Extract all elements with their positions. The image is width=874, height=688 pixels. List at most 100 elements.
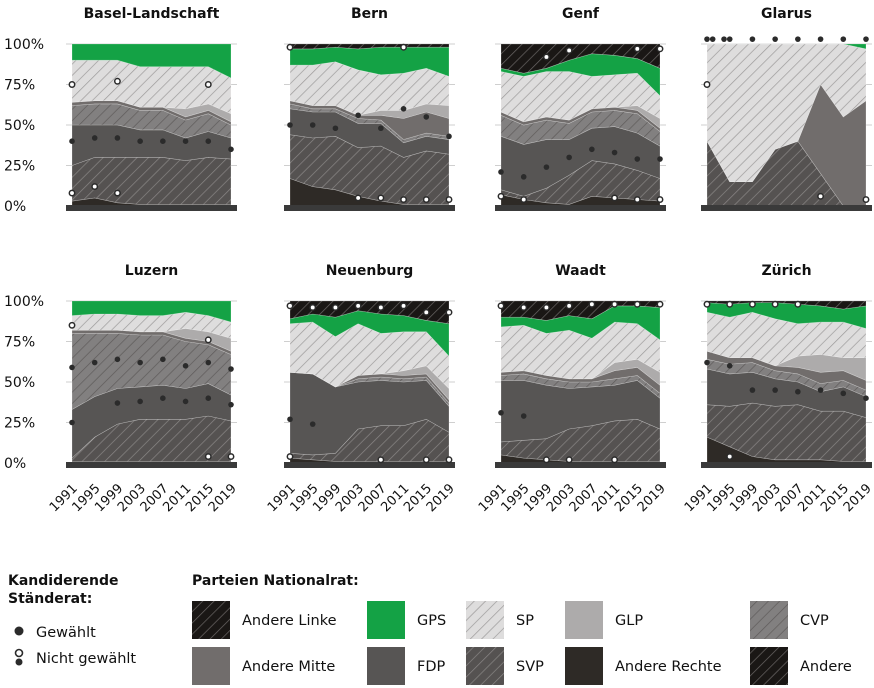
candidate-elected-marker	[114, 356, 121, 363]
candidate-not-elected-marker	[204, 453, 212, 460]
candidate-elected-marker	[704, 36, 710, 42]
candidate-elected-marker	[566, 154, 572, 161]
legend-swatch-sp	[466, 601, 504, 639]
y-tick-label: 25%	[4, 416, 35, 432]
candidate-elected-marker	[91, 135, 98, 141]
candidate-elected-marker	[795, 36, 801, 42]
candidate-not-elected-marker	[611, 456, 619, 464]
candidate-not-elected-marker	[497, 192, 505, 200]
area-sp	[706, 43, 867, 182]
legend-item-cvp: CVP	[750, 601, 829, 639]
candidate-not-elected-marker	[309, 304, 317, 311]
candidate-not-elected-marker	[377, 304, 385, 311]
candidate-elected-marker	[721, 36, 727, 42]
baseline	[495, 462, 666, 468]
candidate-elected-marker	[69, 364, 75, 371]
baseline	[66, 205, 237, 211]
y-tick-label: 50%	[4, 375, 35, 391]
candidate-not-elected-marker	[748, 300, 756, 308]
legend: Kandiderende Ständerat: Gewählt Nicht ge…	[8, 573, 852, 685]
candidate-elected-marker	[309, 421, 316, 427]
candidate-not-elected-marker	[542, 53, 550, 61]
candidate-elected-marker	[704, 359, 710, 366]
area-sp	[706, 311, 867, 367]
candidate-not-elected-marker	[227, 453, 235, 460]
candidate-elected-marker	[137, 359, 143, 366]
candidate-elected-marker	[863, 395, 869, 402]
legend-item-gps: GPS	[367, 601, 446, 639]
legend-swatch-andere	[750, 647, 788, 685]
candidate-elected-marker	[182, 363, 189, 369]
candidate-elected-marker	[205, 395, 212, 402]
y-tick-label: 0%	[4, 199, 26, 215]
legend-item-andere-linke: Andere Linke	[192, 601, 337, 639]
legend-label-fdp: FDP	[417, 659, 446, 675]
panel-title: Neuenburg	[326, 263, 414, 279]
panel-title: Waadt	[555, 263, 606, 279]
candidate-elected-marker	[749, 36, 756, 42]
candidate-elected-marker	[863, 36, 869, 42]
candidate-not-elected-marker	[400, 196, 408, 203]
legend-label-cvp: CVP	[800, 613, 829, 629]
candidate-elected-marker	[160, 395, 166, 402]
area-andere-linke	[289, 300, 450, 325]
candidate-elected-marker	[137, 138, 143, 144]
candidate-not-elected-marker	[68, 321, 76, 329]
candidate-not-elected-marker	[400, 302, 408, 310]
candidate-elected-marker	[520, 413, 527, 419]
area-sp	[71, 311, 232, 339]
candidate-elected-marker	[423, 114, 430, 120]
legend-swatch-fdp	[367, 647, 405, 685]
candidate-not-elected-marker	[286, 43, 294, 51]
candidate-elected-marker	[309, 122, 316, 128]
candidate-not-elected-marker	[520, 196, 528, 203]
legend-swatch-andere-rechte	[565, 647, 603, 685]
not-elected-label: Nicht gewählt	[36, 651, 136, 667]
candidate-not-elected-marker	[354, 302, 362, 310]
panel-bern: Bern	[284, 6, 455, 211]
legend-swatch-cvp	[750, 601, 788, 639]
candidate-not-elected-marker	[113, 189, 121, 197]
area-cvp	[500, 110, 661, 147]
legend-label-gps: GPS	[417, 613, 446, 629]
candidate-elected-marker	[840, 390, 847, 397]
candidate-not-elected-marker	[377, 194, 385, 202]
panels: Basel-Landschaft 0% 25% 50% 75% 100% Bern Genf G…	[4, 6, 874, 515]
panel-title: Luzern	[125, 263, 178, 279]
legend-label-svp: SVP	[516, 659, 544, 675]
candidate-not-elected-marker	[726, 453, 734, 460]
candidate-elected-marker	[228, 146, 234, 153]
legend-swatch-andere-mitte	[192, 647, 230, 685]
area-sp	[71, 59, 232, 115]
candidate-not-elected-marker	[703, 300, 711, 308]
candidate-elected-marker	[137, 398, 143, 405]
area-andere-mitte	[71, 100, 232, 126]
candidate-elected-marker	[114, 400, 121, 406]
legend-item-sp: SP	[466, 601, 534, 639]
candidate-elected-marker	[709, 36, 716, 42]
area-gps	[500, 305, 661, 341]
candidate-not-elected-marker	[286, 453, 294, 460]
candidate-not-elected-marker	[422, 456, 430, 464]
candidate-not-elected-marker	[794, 300, 802, 308]
legend-swatch-svp	[466, 647, 504, 685]
candidate-elected-marker	[160, 138, 166, 144]
candidate-elected-marker	[378, 125, 384, 132]
area-glp	[289, 365, 450, 401]
candidate-not-elected-marker	[771, 300, 779, 308]
baseline	[284, 205, 455, 211]
candidate-elected-marker	[91, 359, 98, 366]
candidate-not-elected-marker	[565, 456, 573, 464]
candidate-elected-marker	[543, 164, 550, 170]
candidate-elected-marker	[520, 174, 527, 180]
area-fdp	[706, 368, 867, 418]
panel-title: Genf	[562, 6, 600, 22]
legend-swatch-gps	[367, 601, 405, 639]
legend-item-andere: Andere	[750, 647, 852, 685]
area-gps	[71, 300, 232, 323]
candidate-not-elected-marker	[422, 196, 430, 203]
candidate-elected-marker	[817, 387, 824, 393]
parties-legend-title: Parteien Nationalrat:	[192, 573, 359, 589]
